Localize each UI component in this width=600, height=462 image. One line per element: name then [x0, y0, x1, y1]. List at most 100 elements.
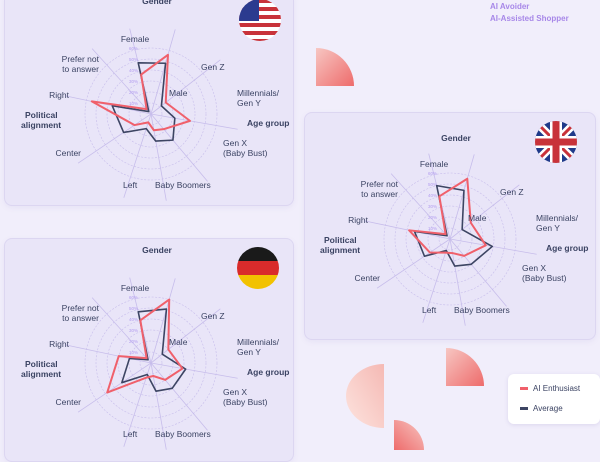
grid-circle: [139, 351, 163, 375]
axis-label-line: Center: [354, 273, 380, 283]
axis-label-line: Female: [121, 34, 150, 44]
grid-circle: [95, 58, 207, 170]
chart-legend: AI Enthusiast Average: [508, 374, 600, 424]
group-label-political: Political alignment: [21, 110, 61, 130]
group-label-line: alignment: [21, 369, 61, 379]
axis-spoke: [363, 220, 451, 240]
axis-label-line: Center: [55, 397, 81, 407]
axis-label-line: Millennials/: [237, 337, 280, 347]
axis-label-line: (Baby Bust): [223, 397, 268, 407]
grid-circle: [394, 183, 506, 295]
decorative-shape-mid: [446, 348, 484, 386]
axis-label-line: Prefer not: [361, 179, 399, 189]
axis-label-female: Female: [121, 283, 150, 293]
axis-label-line: Left: [123, 180, 138, 190]
axis-label-male: Male: [169, 88, 188, 98]
axis-label-line: Gen Z: [201, 311, 225, 321]
tick-label: 50%: [129, 57, 138, 62]
germany-flag-icon: [237, 247, 279, 289]
tick-label: 30%: [428, 204, 437, 209]
axis-label-male: Male: [169, 337, 188, 347]
axis-label-center: Center: [354, 273, 380, 283]
radar-chart-uk: 60% 50% 40% 30% 20% 10% Male Gen Z Millennials/G…: [320, 133, 589, 326]
axis-label-line: to answer: [62, 64, 99, 74]
axis-label-line: Gen Y: [237, 347, 261, 357]
axis-label-center: Center: [55, 397, 81, 407]
decorative-shape-left: [346, 364, 384, 428]
grid-circle: [84, 296, 218, 430]
axis-spoke: [150, 59, 221, 115]
axis-label-line: Male: [169, 88, 188, 98]
grid-circle: [438, 227, 462, 251]
group-label-gender: Gender: [142, 0, 172, 6]
group-label-line: Political: [25, 359, 58, 369]
axis-label-gen-z: Gen Z: [201, 62, 225, 72]
axis-label-line: Gen Y: [237, 98, 261, 108]
axis-label-line: to answer: [62, 313, 99, 323]
legend-enthusiast-label: AI Enthusiast: [533, 384, 581, 393]
series-ai-enthusiast: [90, 53, 191, 132]
grid-circle: [95, 307, 207, 419]
axis-label-female: Female: [420, 159, 449, 169]
legend-item-enthusiast: AI Enthusiast: [520, 384, 580, 393]
tick-label: 10%: [129, 350, 138, 355]
grid-circle: [139, 102, 163, 126]
axis-label-gen-z: Gen Z: [201, 311, 225, 321]
axis-label-line: Gen Y: [536, 223, 560, 233]
axis-spoke: [449, 238, 507, 307]
axis-label-line: Baby Boomers: [155, 429, 211, 439]
chart-card-germany: 60% 50% 40% 30% 20% 10% Male Gen Z Millennials/G…: [4, 238, 294, 462]
group-label-age: Age group: [546, 243, 589, 253]
axis-label-gen-z: Gen Z: [500, 187, 524, 197]
axis-label-line: Left: [123, 429, 138, 439]
axis-label-left: Left: [123, 429, 138, 439]
grid-circle: [106, 69, 196, 159]
axis-label-prefer-not-to-answer: Prefer not to answer: [62, 54, 100, 74]
tick-label: 20%: [129, 90, 138, 95]
radar-chart-germany: 60% 50% 40% 30% 20% 10% Male Gen Z Millennials/G…: [21, 245, 290, 450]
radar-chart-us: 60% 50% 40% 30% 20% 10% Male Gen Z Millennials/G…: [21, 0, 290, 201]
axis-spoke: [77, 113, 152, 164]
axis-label-left: Left: [422, 305, 437, 315]
axis-label-baby-boomers: Baby Boomers: [155, 180, 211, 190]
uk-flag-icon: [535, 121, 577, 163]
axis-label-female: Female: [121, 34, 150, 44]
axis-label-gen-x-baby-bust: Gen X (Baby Bust): [223, 138, 268, 158]
axis-label-left: Left: [123, 180, 138, 190]
axis-label-line: Prefer not: [62, 54, 100, 64]
axis-spoke: [150, 113, 208, 182]
axis-spoke: [150, 113, 238, 130]
group-label-age: Age group: [247, 367, 290, 377]
chart-card-uk: 60% 50% 40% 30% 20% 10% Male Gen Z Millennials/G…: [304, 112, 596, 340]
axis-label-line: Center: [55, 148, 81, 158]
axis-spoke: [390, 173, 451, 240]
group-label-line: Political: [25, 110, 58, 120]
axis-label-gen-x-baby-bust: Gen X (Baby Bust): [522, 263, 567, 283]
legend-item-average: Average: [520, 404, 563, 413]
grid-circle: [117, 329, 185, 397]
tick-label: 60%: [129, 295, 138, 300]
axis-label-line: Millennials/: [536, 213, 579, 223]
tick-label: 40%: [129, 68, 138, 73]
grid-circle: [405, 194, 495, 284]
axis-spoke: [150, 362, 208, 431]
axis-label-millennials-gen-y: Millennials/Gen Y: [237, 337, 280, 357]
axis-spoke: [64, 344, 152, 364]
tick-label: 60%: [428, 171, 437, 176]
axis-label-line: Male: [468, 213, 487, 223]
top-legend: AI Avoider AI-Assisted Shopper: [490, 1, 569, 25]
axis-label-baby-boomers: Baby Boomers: [155, 429, 211, 439]
axis-label-baby-boomers: Baby Boomers: [454, 305, 510, 315]
axis-spoke: [77, 362, 152, 413]
axis-label-male: Male: [468, 213, 487, 223]
axis-label-right: Right: [49, 339, 69, 349]
grid-circle: [117, 80, 185, 148]
group-label-line: alignment: [320, 245, 360, 255]
grid-circle: [84, 47, 218, 181]
group-label-political: Political alignment: [21, 359, 61, 379]
tick-label: 10%: [428, 226, 437, 231]
grid-circle: [106, 318, 196, 408]
axis-label-line: Male: [169, 337, 188, 347]
axis-label-millennials-gen-y: Millennials/Gen Y: [536, 213, 579, 233]
axis-label-right: Right: [49, 90, 69, 100]
